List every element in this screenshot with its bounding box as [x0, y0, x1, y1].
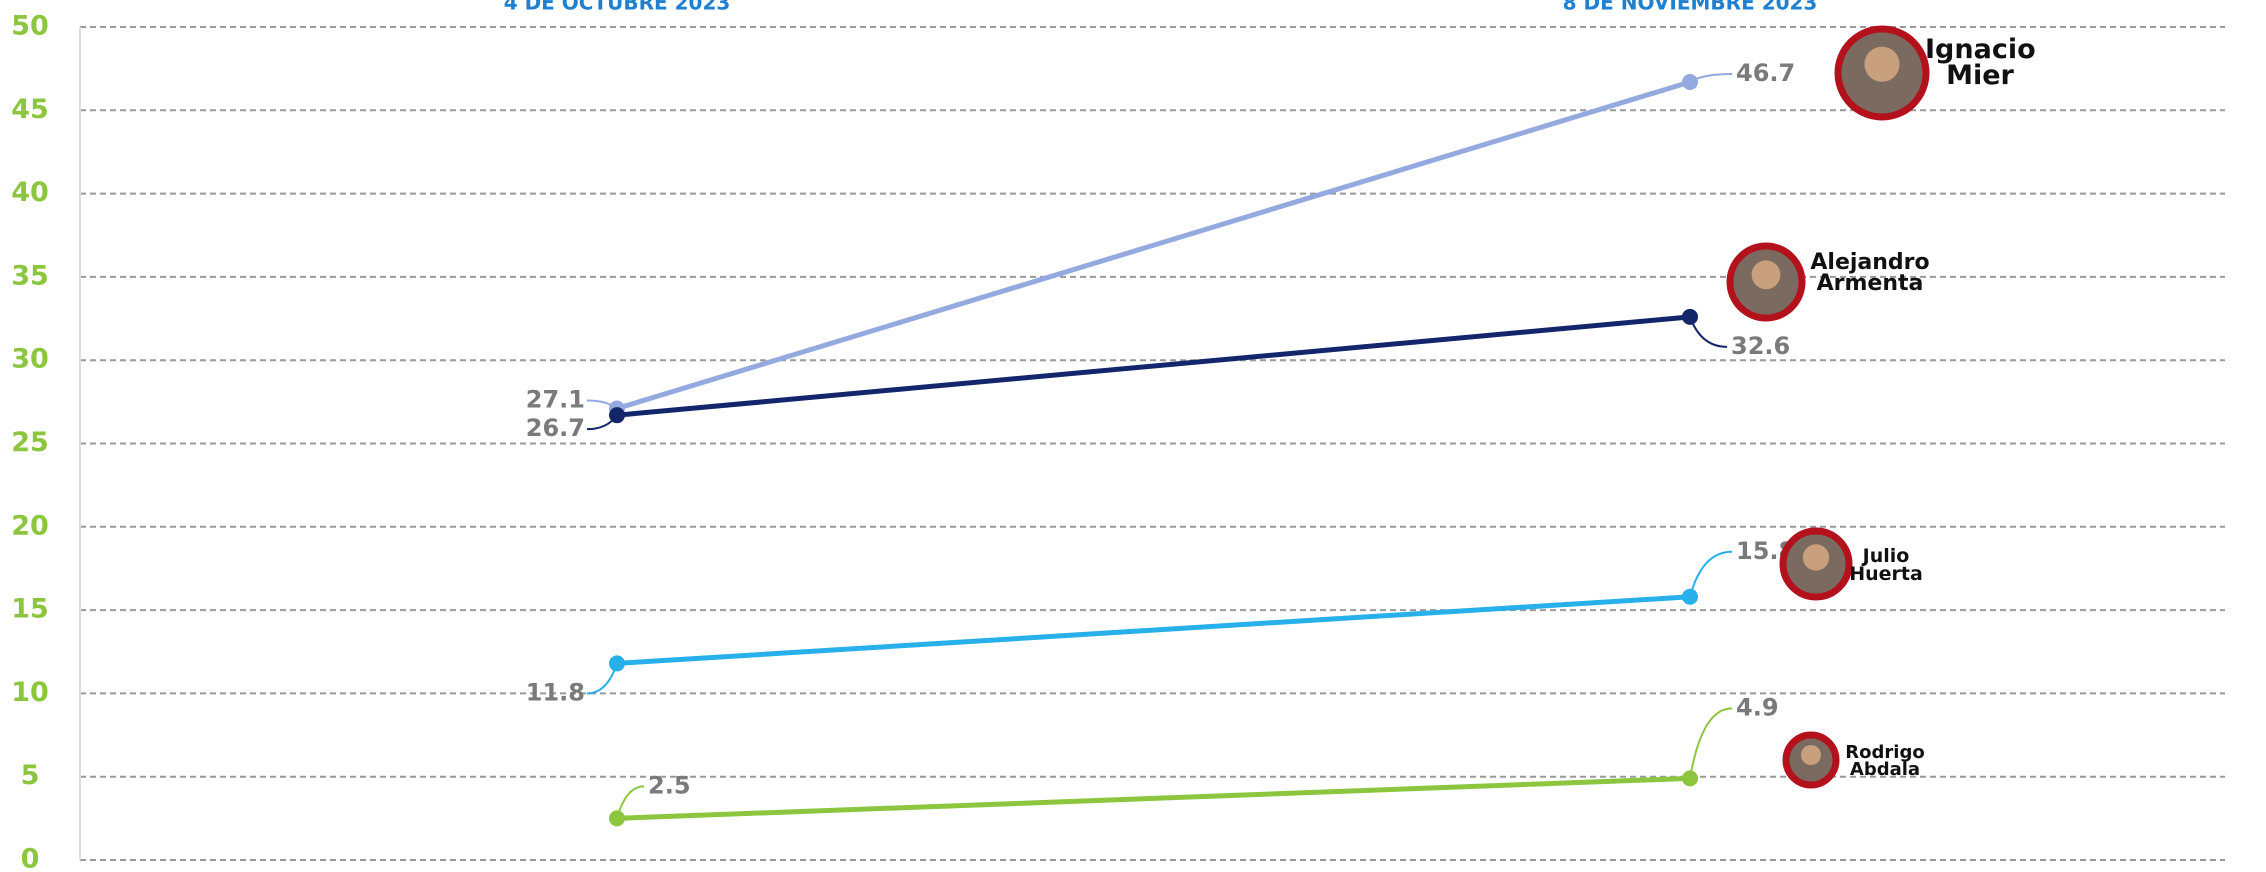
legend-name: Alejandro Armenta	[1810, 250, 1930, 296]
label-leader	[586, 399, 618, 410]
label-leader	[586, 663, 618, 695]
y-tick-label: 15	[11, 594, 49, 625]
series-line	[616, 314, 1691, 418]
label-leader	[1689, 316, 1728, 348]
value-label: 46.7	[1736, 59, 1795, 87]
value-label: 26.7	[526, 414, 585, 442]
series-line	[616, 594, 1691, 666]
y-tick-label: 30	[11, 344, 49, 375]
y-tick-label: 10	[11, 677, 49, 708]
avatar-face	[1864, 46, 1900, 82]
label-leader	[1689, 707, 1733, 779]
legend-name: Rodrigo Abdala	[1845, 742, 1925, 781]
series-line	[616, 79, 1691, 411]
y-tick-label: 20	[11, 510, 49, 541]
label-leader	[1689, 550, 1733, 598]
label-leader	[586, 414, 618, 431]
y-tick-label: 25	[11, 427, 49, 458]
legend-name: Ignacio Mier	[1925, 34, 2036, 91]
legend-name: Julio Huerta	[1849, 545, 1923, 586]
y-tick-label: 40	[11, 177, 49, 208]
x-category-label: 8 DE NOVIEMBRE 2023	[1563, 0, 1818, 15]
value-label: 32.6	[1731, 332, 1790, 360]
label-leader	[616, 785, 645, 819]
avatar-face	[1802, 544, 1830, 571]
y-tick-label: 0	[21, 844, 40, 872]
y-tick-label: 50	[11, 11, 49, 42]
x-category-label: 4 DE OCTUBRE 2023	[504, 0, 731, 15]
avatar-face	[1751, 260, 1781, 290]
y-tick-label: 5	[21, 760, 40, 791]
y-tick-label: 45	[11, 94, 49, 125]
value-label: 11.8	[526, 678, 585, 706]
series-line	[616, 775, 1691, 821]
avatar-face	[1801, 745, 1821, 765]
y-tick-label: 35	[11, 260, 49, 291]
value-label: 2.5	[648, 771, 691, 799]
label-leader	[1689, 72, 1733, 83]
value-label: 4.9	[1736, 693, 1779, 721]
value-label: 27.1	[526, 386, 585, 414]
